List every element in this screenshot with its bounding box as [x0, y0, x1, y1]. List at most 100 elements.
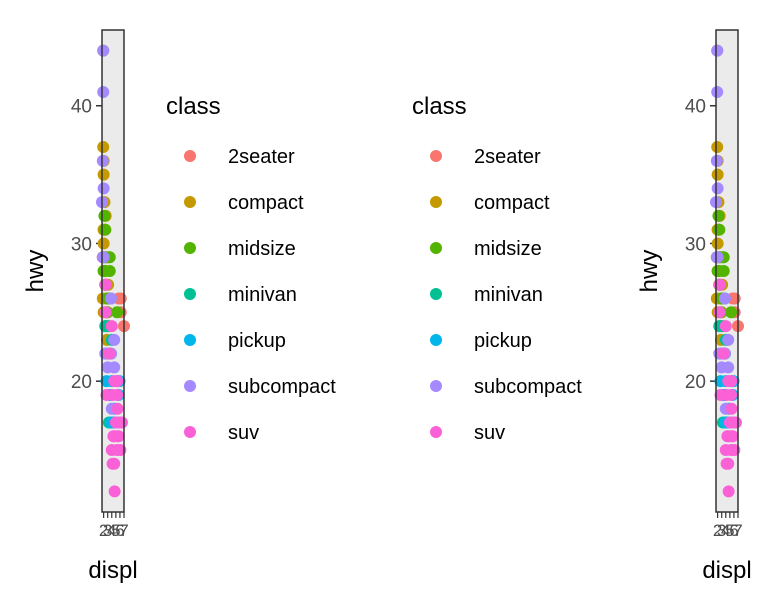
legend: class 2seater compact midsize minivan pickup s… [412, 93, 582, 444]
legend-label-compact: compact [228, 192, 304, 214]
data-point-compact [711, 141, 724, 154]
legend-title: class [412, 93, 467, 120]
x-tick-label: 2 [99, 521, 108, 540]
y-tick-label: 30 [685, 234, 706, 255]
legend-key-2seater [184, 150, 196, 162]
legend-label-2seater: 2seater [228, 146, 295, 168]
data-point-subcompact [711, 182, 724, 195]
x-tick-label: 7 [119, 521, 128, 540]
data-point-subcompact [711, 85, 724, 98]
panel-border [101, 29, 125, 513]
y-tick-label: 40 [71, 97, 92, 118]
panel-border [715, 29, 739, 513]
data-point-subcompact [711, 44, 724, 57]
x-tick-label: 2 [713, 521, 722, 540]
legend-label-minivan: minivan [474, 284, 543, 306]
legend-key-pickup [184, 334, 196, 346]
data-point-suv [105, 320, 118, 333]
y-tick-label: 30 [71, 234, 92, 255]
x-tick-label: 5 [111, 521, 120, 540]
data-point-midsize [98, 209, 111, 222]
data-point-midsize [111, 306, 124, 319]
data-point-compact [711, 237, 724, 250]
legend-key-minivan [430, 288, 442, 300]
x-tick-label: 4 [721, 521, 730, 540]
data-point-suv [719, 444, 732, 457]
data-point-subcompact [104, 292, 117, 305]
data-point-suv [722, 375, 735, 388]
legend-label-midsize: midsize [474, 238, 542, 260]
legend-label-minivan: minivan [228, 284, 297, 306]
data-point-subcompact [108, 333, 121, 346]
x-tick-label: 5 [725, 521, 734, 540]
legend-label-subcompact: subcompact [474, 376, 582, 398]
data-point-midsize [97, 265, 110, 277]
legend-key-compact [184, 196, 196, 208]
data-point-subcompact [96, 154, 109, 167]
data-point-suv [721, 430, 734, 443]
data-point-subcompact [97, 85, 110, 98]
data-point-suv [725, 402, 738, 415]
y-tick-label: 20 [685, 372, 706, 393]
data-point-suv [722, 485, 735, 498]
data-point-suv [109, 416, 122, 429]
legend-label-compact: compact [474, 192, 550, 214]
data-point-midsize [725, 306, 738, 319]
y-axis-title: hwy [636, 250, 663, 293]
data-point-suv [106, 457, 119, 470]
data-point-suv [714, 388, 727, 401]
data-point-midsize [713, 223, 726, 236]
legend-title: class [166, 93, 221, 120]
data-point-midsize [711, 265, 724, 277]
legend-label-suv: suv [228, 422, 259, 444]
data-point-suv [719, 320, 732, 333]
legend-key-pickup [430, 334, 442, 346]
data-point-compact [711, 168, 724, 181]
data-point-suv [108, 485, 121, 498]
data-point-compact [97, 141, 110, 154]
legend-label-suv: suv [474, 422, 505, 444]
data-point-suv [723, 416, 736, 429]
legend-label-midsize: midsize [228, 238, 296, 260]
data-point-suv [720, 457, 733, 470]
legend-key-midsize [430, 242, 442, 254]
x-tick-label: 6 [729, 521, 738, 540]
data-point-suv [725, 388, 738, 401]
legend-key-suv [184, 426, 196, 438]
legend-key-suv [430, 426, 442, 438]
data-point-subcompact [711, 251, 724, 264]
y-tick-label: 20 [71, 372, 92, 393]
x-tick-label: 3 [717, 521, 726, 540]
data-point-compact [97, 237, 110, 250]
data-point-subcompact [97, 182, 110, 195]
data-point-suv [717, 347, 730, 360]
legend: class 2seater compact midsize minivan pickup s… [166, 93, 336, 444]
data-point-subcompact [97, 251, 110, 264]
x-tick-label: 7 [733, 521, 742, 540]
legend-label-2seater: 2seater [474, 146, 541, 168]
x-tick-label: 4 [107, 521, 116, 540]
data-point-suv [108, 375, 121, 388]
data-point-midsize [99, 223, 112, 236]
legend-key-compact [430, 196, 442, 208]
data-point-suv [100, 388, 113, 401]
legend-key-minivan [184, 288, 196, 300]
x-axis-title: displ [88, 557, 137, 584]
data-point-suv [105, 444, 118, 457]
data-point-subcompact [715, 361, 728, 374]
data-point-subcompact [722, 333, 735, 346]
data-point-subcompact [101, 361, 114, 374]
x-tick-label: 6 [115, 521, 124, 540]
y-tick-label: 40 [685, 97, 706, 118]
data-point-suv [111, 388, 124, 401]
data-point-compact [97, 168, 110, 181]
y-axis-title: hwy [22, 250, 49, 293]
legend-key-subcompact [430, 380, 442, 392]
data-point-subcompact [97, 44, 110, 57]
data-point-suv [103, 347, 116, 360]
x-axis-title: displ [702, 557, 751, 584]
legend-key-midsize [184, 242, 196, 254]
